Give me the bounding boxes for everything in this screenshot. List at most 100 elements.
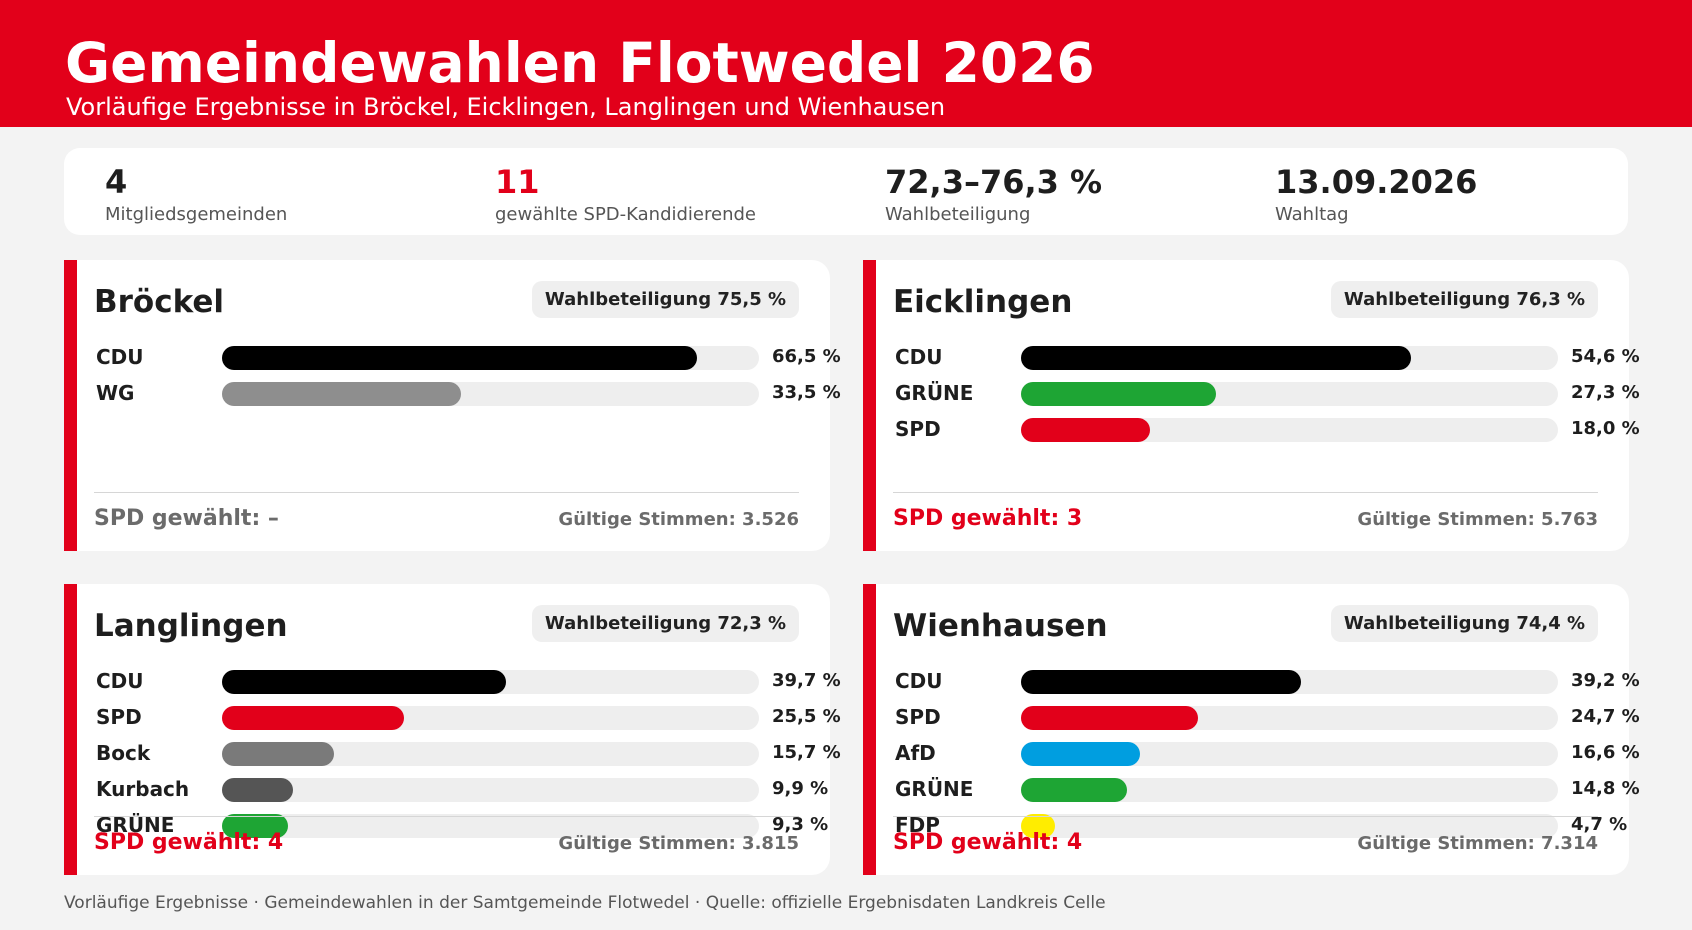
page-title: Gemeindewahlen Flotwedel 2026 <box>65 31 1095 95</box>
card-title: Eicklingen <box>893 284 1073 320</box>
percent-label: 33,5 % <box>772 382 841 403</box>
bar-track <box>1021 346 1558 370</box>
turnout-badge: Wahlbeteiligung 75,5 % <box>532 281 799 318</box>
bar-fill <box>1021 418 1150 442</box>
result-row: CDU 39,7 % <box>77 664 843 700</box>
percent-label: 16,6 % <box>1571 742 1640 763</box>
card-broeckel: Bröckel Wahlbeteiligung 75,5 % CDU 66,5 % WG… <box>64 260 841 551</box>
bar-fill <box>222 670 506 694</box>
bar-fill <box>1021 778 1127 802</box>
valid-votes: Gültige Stimmen: 3.526 <box>558 509 799 530</box>
result-row: Bock 15,7 % <box>77 736 843 772</box>
percent-label: 54,6 % <box>1571 346 1640 367</box>
bar-track <box>1021 670 1558 694</box>
percent-label: 24,7 % <box>1571 706 1640 727</box>
bar-track <box>1021 742 1558 766</box>
spd-elected-count: SPD gewählt: 4 <box>893 830 1083 855</box>
percent-label: 39,2 % <box>1571 670 1640 691</box>
kpi-label: Wahltag <box>1275 204 1349 225</box>
card-divider <box>94 492 799 493</box>
percent-label: 39,7 % <box>772 670 841 691</box>
header-banner: Gemeindewahlen Flotwedel 2026 Vorläufige… <box>0 0 1692 127</box>
result-row: SPD 18,0 % <box>876 412 1642 448</box>
kpi-bar: 4 Mitgliedsgemeinden 11 gewählte SPD-Kan… <box>64 148 1628 235</box>
bar-track <box>1021 418 1558 442</box>
spd-elected-count: SPD gewählt: – <box>94 506 279 531</box>
percent-label: 66,5 % <box>772 346 841 367</box>
bar-track <box>1021 382 1558 406</box>
percent-label: 4,7 % <box>1571 814 1628 835</box>
spd-elected-count: SPD gewählt: 4 <box>94 830 284 855</box>
result-bars: CDU 66,5 % WG 33,5 % <box>77 340 843 412</box>
card-wienhausen: Wienhausen Wahlbeteiligung 74,4 % CDU 39,2 … <box>863 584 1640 875</box>
card-title: Langlingen <box>94 608 288 644</box>
bar-track <box>222 382 759 406</box>
result-bars: CDU 39,7 % SPD 25,5 % Bock 15,7 % Kurbach 9,9 %… <box>77 664 843 844</box>
result-row: WG 33,5 % <box>77 376 843 412</box>
footer-note: Vorläufige Ergebnisse · Gemeindewahlen i… <box>64 893 1106 913</box>
percent-label: 9,9 % <box>772 778 829 799</box>
percent-label: 9,3 % <box>772 814 829 835</box>
party-label: FDP <box>895 813 940 837</box>
party-label: SPD <box>895 705 941 729</box>
bar-fill <box>1021 706 1198 730</box>
party-label: GRÜNE <box>895 777 974 801</box>
party-label: CDU <box>895 669 943 693</box>
party-label: Kurbach <box>96 777 190 801</box>
card-eicklingen: Eicklingen Wahlbeteiligung 76,3 % CDU 54,6 … <box>863 260 1640 551</box>
bar-track <box>222 742 759 766</box>
bar-track <box>1021 778 1558 802</box>
kpi-spd-elected: 11 gewählte SPD-Kandidierende <box>495 162 756 226</box>
bar-fill <box>222 346 697 370</box>
bar-track <box>222 778 759 802</box>
kpi-turnout: 72,3–76,3 % Wahlbeteiligung <box>885 162 1102 226</box>
percent-label: 27,3 % <box>1571 382 1640 403</box>
party-label: Bock <box>96 741 151 765</box>
bar-fill <box>222 778 293 802</box>
bar-track <box>222 670 759 694</box>
bar-track <box>222 814 759 838</box>
turnout-badge: Wahlbeteiligung 74,4 % <box>1331 605 1598 642</box>
bar-fill <box>1021 814 1055 838</box>
party-label: CDU <box>895 345 943 369</box>
party-label: SPD <box>96 705 142 729</box>
bar-fill <box>1021 670 1301 694</box>
result-row: CDU 54,6 % <box>876 340 1642 376</box>
result-row: SPD 25,5 % <box>77 700 843 736</box>
result-row: GRÜNE 14,8 % <box>876 772 1642 808</box>
result-row: FDP 4,7 % <box>876 808 1642 844</box>
bar-fill <box>222 814 288 838</box>
bar-track <box>222 346 759 370</box>
party-label: WG <box>96 381 135 405</box>
kpi-value: 4 <box>105 163 128 201</box>
valid-votes: Gültige Stimmen: 3.815 <box>558 833 799 854</box>
kpi-election-day: 13.09.2026 Wahltag <box>1275 162 1477 226</box>
result-bars: CDU 39,2 % SPD 24,7 % AfD 16,6 % GRÜNE 14,8 % FD… <box>876 664 1642 844</box>
bar-fill <box>222 382 461 406</box>
result-row: CDU 66,5 % <box>77 340 843 376</box>
percent-label: 25,5 % <box>772 706 841 727</box>
party-label: AfD <box>895 741 936 765</box>
result-row: GRÜNE 9,3 % <box>77 808 843 844</box>
result-bars: CDU 54,6 % GRÜNE 27,3 % SPD 18,0 % <box>876 340 1642 448</box>
kpi-member-municipalities: 4 Mitgliedsgemeinden <box>105 162 287 226</box>
party-label: SPD <box>895 417 941 441</box>
turnout-badge: Wahlbeteiligung 76,3 % <box>1331 281 1598 318</box>
percent-label: 14,8 % <box>1571 778 1640 799</box>
party-label: GRÜNE <box>96 813 175 837</box>
kpi-value: 72,3–76,3 % <box>885 163 1103 201</box>
turnout-badge: Wahlbeteiligung 72,3 % <box>532 605 799 642</box>
page-subtitle: Vorläufige Ergebnisse in Bröckel, Eickli… <box>66 93 946 121</box>
bar-track <box>1021 706 1558 730</box>
result-row: CDU 39,2 % <box>876 664 1642 700</box>
bar-fill <box>1021 382 1216 406</box>
kpi-value: 13.09.2026 <box>1275 163 1478 201</box>
kpi-label: Wahlbeteiligung <box>885 204 1031 225</box>
bar-track <box>222 706 759 730</box>
party-label: CDU <box>96 669 144 693</box>
valid-votes: Gültige Stimmen: 5.763 <box>1357 509 1598 530</box>
bar-fill <box>1021 346 1411 370</box>
party-label: GRÜNE <box>895 381 974 405</box>
percent-label: 18,0 % <box>1571 418 1640 439</box>
percent-label: 15,7 % <box>772 742 841 763</box>
